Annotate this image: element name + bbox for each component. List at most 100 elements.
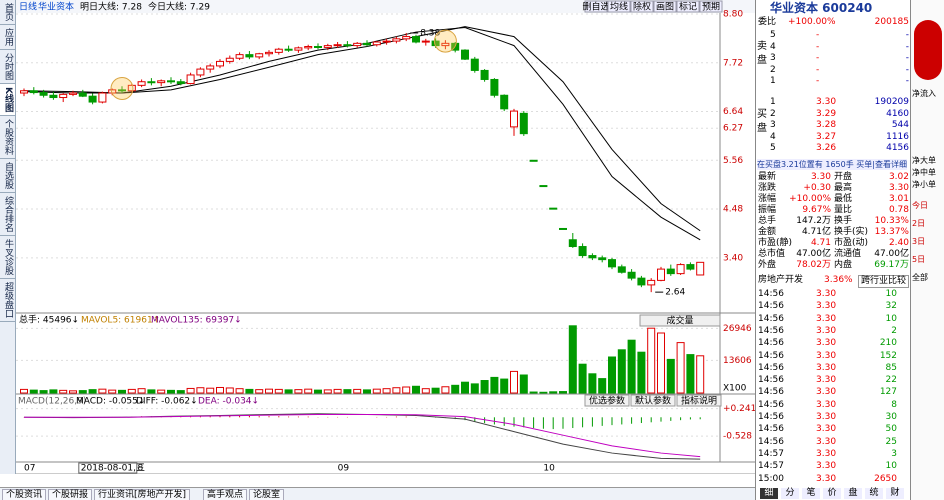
toolbar-tab[interactable]: 超级盘口 xyxy=(0,279,15,322)
sell-level: 3 xyxy=(770,53,776,63)
candle-body xyxy=(196,68,205,76)
buy-price: 3.29 xyxy=(816,108,837,119)
toolbar-tab[interactable]: 牛叉诊股 xyxy=(0,236,15,279)
bottom-tab[interactable]: 个股研报 xyxy=(48,489,93,500)
volume-bar xyxy=(382,388,391,394)
toolbar-tab[interactable]: 应用 xyxy=(0,25,15,50)
tick-time: 14:56 xyxy=(758,375,784,386)
detail-tab[interactable]: 分 xyxy=(781,488,799,499)
volume-bar xyxy=(69,390,77,394)
volume-bar xyxy=(637,351,646,394)
indicator-button[interactable] xyxy=(676,394,722,407)
volume-bar xyxy=(343,389,352,394)
y-tick-label: 13606 xyxy=(723,356,752,366)
tick-time: 14:56 xyxy=(758,313,784,324)
detail-tab[interactable]: 笔 xyxy=(802,488,820,499)
buy-volume: 544 xyxy=(891,120,909,130)
tick-price: 3.30 xyxy=(816,461,837,472)
candle-body xyxy=(314,46,322,49)
volume-bar xyxy=(441,386,450,394)
header-button[interactable] xyxy=(607,0,631,13)
candle-body xyxy=(372,41,381,46)
y-tick-label: 8.80 xyxy=(723,10,743,20)
stock-name: 华业资本 xyxy=(38,1,74,13)
indicator-button-label: 指标说明 xyxy=(681,395,717,407)
tick-time: 14:56 xyxy=(758,338,784,349)
toolbar-tab[interactable]: 综合排名 xyxy=(0,193,15,236)
candle-body xyxy=(490,78,499,96)
candle-body xyxy=(167,80,175,83)
next-line: 明日大线: 7.28 xyxy=(80,1,142,13)
candle-body xyxy=(598,257,607,261)
stat-value: 3.30 xyxy=(810,172,831,182)
toolbar-tab[interactable]: 个股资料 xyxy=(0,116,15,159)
tick-time: 14:56 xyxy=(758,301,784,312)
volume-bar xyxy=(274,388,283,394)
volume-bar xyxy=(568,325,577,394)
sell-volume: - xyxy=(905,41,909,52)
volume-selector-label: 成交量 xyxy=(666,315,693,327)
detail-tab[interactable]: 细 xyxy=(760,488,778,499)
y-tick-label: 4.48 xyxy=(723,205,743,215)
toolbar-tab[interactable]: 首页 xyxy=(0,0,15,25)
tick-volume: 50 xyxy=(885,424,897,435)
header-button-label: 画图 xyxy=(656,2,674,13)
tick-time: 14:56 xyxy=(758,436,784,447)
tick-price: 3.30 xyxy=(816,436,837,447)
volume-bar xyxy=(304,388,313,394)
volume-selector[interactable] xyxy=(639,314,721,327)
stat-label: 涨幅 xyxy=(758,194,777,204)
weibi-vol: 200185 xyxy=(874,17,909,27)
side-item: 今日 xyxy=(912,201,928,210)
detail-tab[interactable]: 盘 xyxy=(844,488,862,499)
sell-price: - xyxy=(816,53,820,63)
candle-body xyxy=(647,279,656,286)
x-tick-label: 07 xyxy=(24,464,35,474)
header-button[interactable] xyxy=(630,0,654,13)
bottom-tab[interactable]: 高手观点 xyxy=(203,489,248,500)
stat-label: 市盈(动) xyxy=(834,238,869,248)
indicator-button[interactable] xyxy=(630,394,676,407)
header-button[interactable] xyxy=(676,0,700,13)
ma-line xyxy=(23,26,701,232)
bottom-tab[interactable]: 行业资讯[房地产开发] xyxy=(94,489,191,500)
toolbar-tab[interactable]: K线图 xyxy=(0,84,15,116)
volume-bar xyxy=(353,388,362,394)
volume-bar xyxy=(314,389,322,394)
bottom-tab[interactable]: 论股室 xyxy=(249,489,285,500)
candle-body xyxy=(666,268,675,275)
header-button[interactable] xyxy=(699,0,723,13)
detail-tab[interactable]: 财 xyxy=(886,488,904,499)
toolbar-tab[interactable]: 自选股 xyxy=(0,159,15,193)
detail-tab[interactable]: 价 xyxy=(823,488,841,499)
volume-bar xyxy=(676,342,685,394)
macd-legend: MACD(12,26,9) xyxy=(18,397,86,407)
volume-bar xyxy=(529,391,538,394)
candle-body xyxy=(118,89,126,92)
volume-bar xyxy=(617,349,626,394)
stat-value: 69.17万 xyxy=(874,260,909,270)
stat-label: 最新 xyxy=(758,172,777,182)
volume-bar xyxy=(118,389,126,394)
weibi-label: 委比 xyxy=(758,17,777,27)
buy-price: 3.30 xyxy=(816,97,837,107)
candle-body xyxy=(245,54,254,58)
bottom-tab[interactable]: 个股资讯 xyxy=(2,489,47,500)
toolbar-tab[interactable]: 分时图 xyxy=(0,50,15,84)
sell-level: 1 xyxy=(770,76,776,86)
candle-body xyxy=(608,259,616,268)
header-button[interactable] xyxy=(653,0,677,13)
detail-tab[interactable]: 统 xyxy=(865,488,883,499)
header-button[interactable] xyxy=(584,0,608,13)
buy-volume: 4156 xyxy=(886,143,909,153)
indicator-button[interactable] xyxy=(584,394,630,407)
candle-body xyxy=(578,246,587,257)
volume-bar xyxy=(666,358,675,394)
industry-compare[interactable]: 跨行业比较 xyxy=(857,275,909,288)
tick-time: 14:56 xyxy=(758,350,784,361)
tick-volume: 152 xyxy=(879,350,897,361)
stat-value: 4.71亿 xyxy=(801,227,831,237)
volume-bar xyxy=(176,390,185,394)
volume-bar xyxy=(510,370,518,394)
stat-label: 内盘 xyxy=(834,260,853,270)
